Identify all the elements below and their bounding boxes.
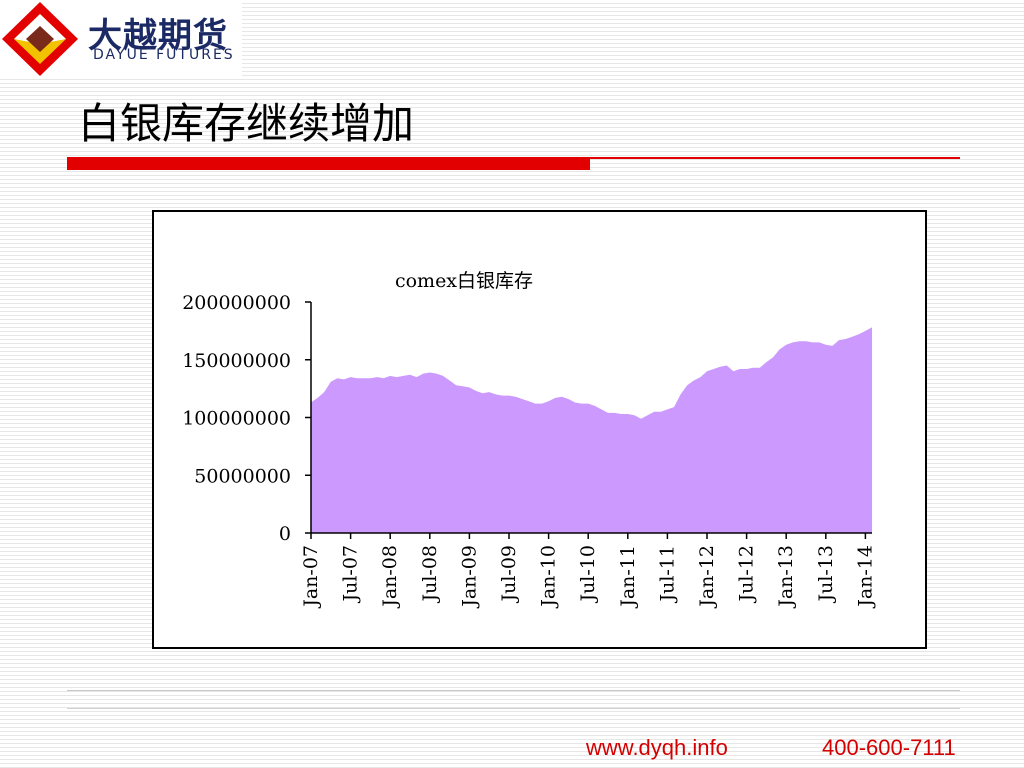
x-tick-label: Jan-10: [538, 545, 560, 609]
x-tick-label: Jan-13: [775, 545, 797, 609]
y-tick-label: 200000000: [182, 292, 291, 314]
x-tick-label: Jul-11: [656, 545, 678, 604]
logo-emblem-icon: [2, 2, 78, 76]
footer-website-link[interactable]: www.dyqh.info: [586, 735, 728, 760]
x-tick-label: Jan-14: [854, 545, 876, 609]
x-tick-label: Jul-09: [498, 545, 520, 604]
footer-divider-secondary: [67, 708, 960, 709]
logo-name-en: DAYUE FUTURES: [93, 47, 235, 63]
axis-layer: [305, 301, 872, 539]
x-tick-label: Jul-08: [419, 545, 441, 604]
y-tick-labels: 0 50000000 100000000 150000000 200000000: [182, 292, 291, 545]
logo-name-cn: 大越期货: [88, 16, 228, 56]
silver-inventory-chart: comex白银库存 0 50000000 100000000 150000000 200…: [182, 270, 876, 609]
y-tick-label: 50000000: [194, 465, 291, 487]
title-underline-thin: [590, 157, 960, 159]
footer-phone: 400-600-7111: [822, 735, 956, 760]
y-tick-label: 150000000: [182, 350, 291, 372]
y-tick-label: 100000000: [182, 408, 291, 430]
x-tick-label: Jul-10: [577, 545, 599, 604]
inventory-area: [311, 327, 872, 533]
x-tick-label: Jan-12: [696, 545, 718, 609]
chart-container: comex白银库存 0 50000000 100000000 150000000 200…: [152, 210, 927, 649]
x-tick-label: Jan-08: [379, 545, 401, 609]
x-tick-label: Jul-12: [736, 545, 758, 604]
footer-divider: [67, 690, 960, 691]
x-tick-label: Jan-11: [617, 545, 639, 609]
x-tick-labels: Jan-07 Jul-07 Jan-08 Jul-08 Jan-09 Jul-09 Jan-…: [300, 545, 876, 609]
x-tick-label: Jul-13: [815, 545, 837, 604]
x-tick-label: Jan-09: [458, 545, 480, 609]
area-layer: [311, 327, 872, 533]
logo-diamond-core: [26, 26, 54, 52]
y-tick-label: 0: [279, 523, 291, 545]
x-tick-label: Jul-07: [340, 545, 362, 604]
x-tick-label: Jan-07: [300, 545, 322, 609]
title-underline-thick: [67, 157, 590, 170]
company-logo: 大越期货 DAYUE FUTURES: [0, 0, 242, 78]
page-title: 白银库存继续增加: [78, 99, 415, 148]
chart-title: comex白银库存: [395, 270, 533, 292]
